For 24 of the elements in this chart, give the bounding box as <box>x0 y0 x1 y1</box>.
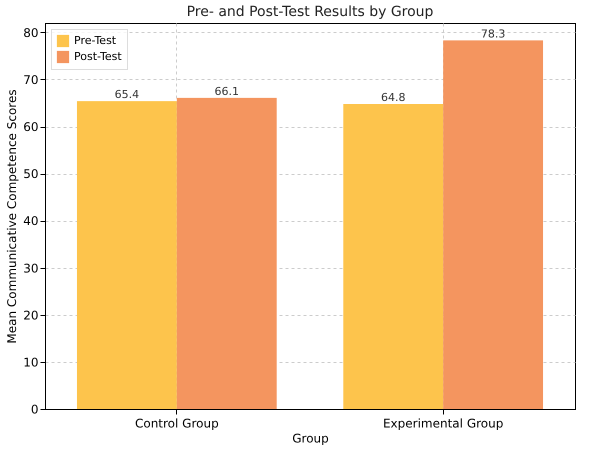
y-tick-label: 80 <box>23 26 38 40</box>
data-label: 65.4 <box>114 88 140 102</box>
data-label: 66.1 <box>214 84 240 98</box>
x-axis-title: Group <box>292 432 329 446</box>
legend-label: Post-Test <box>74 50 122 63</box>
x-tick-label: Experimental Group <box>382 416 504 430</box>
y-axis-title: Mean Communicative Competence Scores <box>5 89 20 344</box>
data-label: 78.3 <box>480 27 506 40</box>
bar <box>343 104 444 409</box>
y-tick-label: 60 <box>23 120 38 134</box>
bar <box>76 101 177 409</box>
y-tick-label: 40 <box>23 214 38 228</box>
y-tick-label: 30 <box>23 261 38 276</box>
bar <box>176 98 277 409</box>
legend-label: Pre-Test <box>74 34 117 47</box>
x-tick-label: Control Group <box>134 416 219 430</box>
y-tick-label: 0 <box>30 402 38 416</box>
data-label: 64.8 <box>380 90 406 104</box>
y-tick-label: 10 <box>23 355 38 370</box>
y-tick-label: 70 <box>23 72 38 87</box>
bar <box>443 40 544 409</box>
chart-title: Pre- and Post-Test Results by Group <box>186 4 434 20</box>
y-tick-label: 20 <box>23 308 38 322</box>
y-tick-label: 50 <box>23 167 38 182</box>
